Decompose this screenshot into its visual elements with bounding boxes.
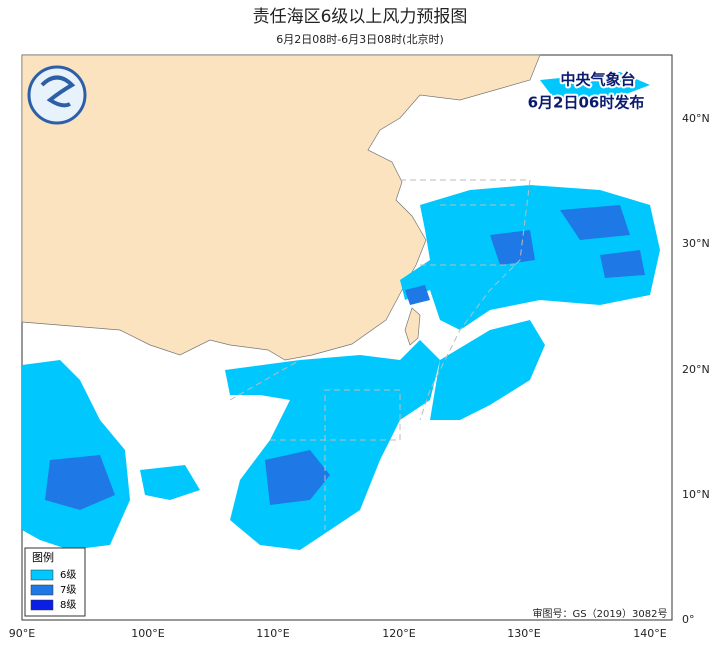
legend-swatch bbox=[30, 569, 54, 581]
review-number: 审图号：GS（2019）3082号 bbox=[533, 607, 668, 620]
lat-label: 10°N bbox=[682, 488, 710, 501]
legend-label: 7级 bbox=[60, 584, 76, 596]
subtitle: 6月2日08时-6月3日08时(北京时) bbox=[276, 32, 444, 46]
title: 责任海区6级以上风力预报图 bbox=[253, 7, 468, 27]
legend-title: 图例 bbox=[32, 550, 54, 564]
legend-swatch bbox=[30, 599, 54, 611]
lat-label: 40°N bbox=[682, 112, 710, 125]
china-land bbox=[21, 54, 541, 361]
wind-area bbox=[45, 455, 115, 510]
lon-label: 100°E bbox=[131, 627, 164, 640]
wind-area bbox=[430, 320, 545, 420]
taiwan bbox=[404, 307, 421, 346]
wind-area bbox=[140, 465, 200, 500]
lon-label: 120°E bbox=[382, 627, 415, 640]
wind-area bbox=[560, 205, 630, 240]
lat-label: 20°N bbox=[682, 363, 710, 376]
lon-label: 90°E bbox=[9, 627, 35, 640]
wind-area bbox=[405, 285, 430, 305]
legend-label: 6级 bbox=[60, 569, 76, 581]
agency: 中央气象台 bbox=[560, 71, 635, 89]
legend-swatch bbox=[30, 584, 54, 596]
wind-area bbox=[540, 72, 650, 100]
map: 90°E 100°E 110°E 120°E 130°E 140°E 0° 10… bbox=[9, 54, 710, 640]
logo bbox=[27, 65, 87, 125]
lon-label: 110°E bbox=[256, 627, 289, 640]
legend: 图例 6级 7级 8级 bbox=[24, 547, 86, 617]
wind-area bbox=[490, 230, 535, 265]
wind-7 bbox=[45, 205, 645, 510]
wind-area bbox=[600, 250, 645, 278]
wind-area bbox=[22, 360, 130, 550]
legend-label: 8级 bbox=[60, 599, 76, 611]
lat-label: 0° bbox=[682, 613, 695, 626]
lon-label: 130°E bbox=[507, 627, 540, 640]
wind-area bbox=[265, 450, 330, 505]
lon-label: 140°E bbox=[633, 627, 666, 640]
issue-time: 6月2日06时发布 bbox=[528, 94, 645, 112]
sea-zones bbox=[229, 179, 531, 530]
lat-label: 30°N bbox=[682, 237, 710, 250]
